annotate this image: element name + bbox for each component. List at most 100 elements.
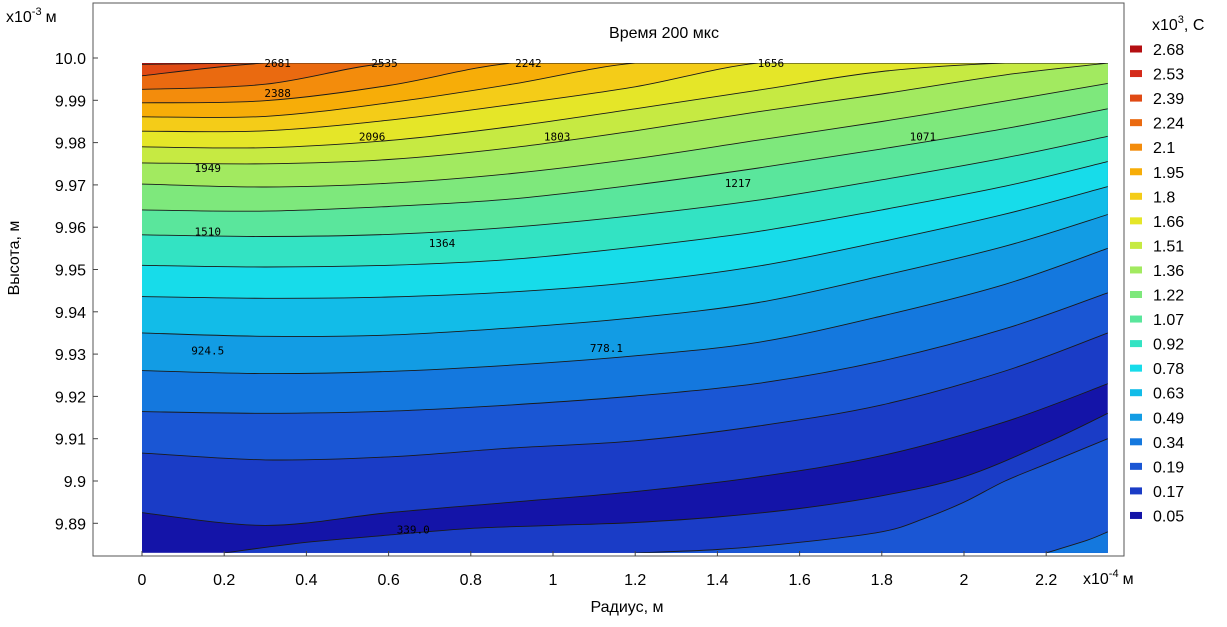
contour-band bbox=[142, 63, 1108, 103]
y-tick-label: 9.96 bbox=[55, 220, 86, 237]
contour-value-label: 778.1 bbox=[590, 342, 623, 355]
colorbar-swatch bbox=[1130, 94, 1142, 102]
contour-value-label: 1803 bbox=[544, 131, 571, 144]
contour-value-label: 924.5 bbox=[191, 345, 224, 358]
contour-line bbox=[142, 108, 1108, 212]
y-tick-label: 9.92 bbox=[55, 389, 86, 406]
colorbar-swatch bbox=[1130, 192, 1142, 200]
colorbar-swatch bbox=[1130, 413, 1142, 421]
colorbar-label: 1.66 bbox=[1153, 214, 1184, 231]
contour-value-label: 2242 bbox=[515, 57, 542, 70]
x-tick-label: 0.6 bbox=[377, 572, 399, 589]
colorbar-swatch bbox=[1130, 291, 1142, 298]
y-axis-multiplier: x10-3 м bbox=[6, 6, 57, 26]
colorbar-swatch bbox=[1130, 70, 1142, 78]
colorbar: 2.68 2.53 2.39 2.24 2.1 1.95 1.8 1.66 1.51 1.36 1.… bbox=[1130, 42, 1184, 525]
y-axis: 10.0 9.99 9.98 9.97 9.96 9.95 9.94 9.93 9.92 9.91… bbox=[55, 51, 98, 533]
contour-value-label: 1949 bbox=[195, 162, 222, 175]
contour-line bbox=[142, 247, 1108, 375]
y-tick-label: 9.99 bbox=[55, 93, 86, 110]
x-tick-label: 0 bbox=[138, 572, 147, 589]
contour-value-label: 2681 bbox=[264, 57, 291, 70]
contour-band bbox=[224, 413, 1108, 553]
colorbar-label: 0.49 bbox=[1153, 410, 1184, 427]
x-tick-label: 0.2 bbox=[213, 572, 235, 589]
colorbar-swatch bbox=[1130, 119, 1142, 127]
colorbar-label: 1.95 bbox=[1153, 165, 1184, 182]
contour-value-label: 1656 bbox=[758, 57, 785, 70]
y-tick-label: 9.97 bbox=[55, 178, 86, 195]
x-tick-label: 2.2 bbox=[1035, 572, 1057, 589]
x-axis-multiplier: x10-4 м bbox=[1083, 568, 1134, 588]
colorbar-label: 1.36 bbox=[1153, 263, 1184, 280]
colorbar-label: 1.22 bbox=[1153, 288, 1184, 305]
y-tick-label: 9.91 bbox=[55, 432, 86, 449]
contour-line bbox=[142, 63, 1108, 149]
colorbar-swatch bbox=[1130, 511, 1142, 519]
contour-line bbox=[142, 63, 1108, 165]
contour-band bbox=[142, 63, 1108, 90]
colorbar-label: 0.05 bbox=[1153, 508, 1184, 525]
colorbar-label: 0.19 bbox=[1153, 459, 1184, 476]
colorbar-swatch bbox=[1130, 315, 1142, 323]
x-tick-label: 1.8 bbox=[871, 572, 893, 589]
y-tick-label: 10.0 bbox=[55, 51, 86, 68]
y-tick-label: 9.9 bbox=[64, 474, 86, 491]
contour-band bbox=[1046, 531, 1108, 553]
colorbar-label: 2.53 bbox=[1153, 67, 1184, 84]
x-tick-label: 1 bbox=[549, 572, 558, 589]
x-tick-label: 1.2 bbox=[624, 572, 646, 589]
colorbar-swatch bbox=[1130, 217, 1142, 225]
contour-value-label: 1364 bbox=[429, 237, 456, 250]
contour-value-label: 2096 bbox=[359, 131, 386, 144]
contour-line bbox=[635, 438, 1108, 553]
contour-value-label: 1510 bbox=[195, 225, 222, 238]
x-tick-label: 0.8 bbox=[460, 572, 482, 589]
colorbar-label: 1.8 bbox=[1153, 189, 1175, 206]
colorbar-swatch bbox=[1130, 340, 1142, 348]
colorbar-label: 0.78 bbox=[1153, 361, 1184, 378]
contour-band bbox=[142, 63, 1108, 76]
colorbar-label: 0.17 bbox=[1153, 484, 1184, 501]
colorbar-swatch bbox=[1130, 168, 1142, 176]
contour-labels: 2681 2535 2242 1656 2388 2096 1803 1071 1949 1217… bbox=[191, 57, 936, 537]
contour-value-label: 339.0 bbox=[397, 524, 430, 537]
colorbar-label: 0.63 bbox=[1153, 386, 1184, 403]
colorbar-label: 1.07 bbox=[1153, 312, 1184, 329]
colorbar-unit: x103, С bbox=[1152, 14, 1204, 34]
contour-line bbox=[142, 383, 1108, 526]
colorbar-label: 2.39 bbox=[1153, 91, 1184, 108]
colorbar-swatch bbox=[1130, 389, 1142, 397]
colorbar-swatch bbox=[1130, 364, 1142, 372]
colorbar-label: 2.24 bbox=[1153, 116, 1184, 133]
contour-band bbox=[635, 438, 1108, 553]
chart-title: Время 200 мкс bbox=[609, 25, 719, 42]
colorbar-label: 2.68 bbox=[1153, 42, 1184, 59]
y-tick-label: 9.93 bbox=[55, 347, 86, 364]
contour-lines bbox=[142, 63, 1108, 553]
y-tick-label: 9.95 bbox=[55, 263, 86, 280]
contour-value-label: 1071 bbox=[910, 131, 937, 144]
contour-line bbox=[142, 214, 1108, 337]
colorbar-swatch bbox=[1130, 45, 1142, 53]
contour-line bbox=[142, 82, 1108, 188]
colorbar-swatch bbox=[1130, 438, 1142, 446]
contour-line bbox=[142, 292, 1108, 414]
colorbar-label: 1.51 bbox=[1153, 238, 1184, 255]
colorbar-swatch bbox=[1130, 241, 1142, 249]
colorbar-swatch bbox=[1130, 266, 1142, 274]
y-tick-label: 9.98 bbox=[55, 136, 86, 153]
y-tick-label: 9.89 bbox=[55, 516, 86, 533]
colorbar-swatch bbox=[1130, 462, 1142, 470]
contour-line bbox=[142, 332, 1108, 461]
y-tick-label: 9.94 bbox=[55, 305, 86, 322]
x-tick-label: 1.4 bbox=[706, 572, 728, 589]
colorbar-label: 0.92 bbox=[1153, 337, 1184, 354]
contour-line bbox=[224, 412, 1108, 553]
contour-line bbox=[142, 186, 1108, 299]
contour-line bbox=[1046, 531, 1108, 553]
colorbar-label: 0.34 bbox=[1153, 435, 1184, 452]
x-tick-label: 0.4 bbox=[295, 572, 317, 589]
